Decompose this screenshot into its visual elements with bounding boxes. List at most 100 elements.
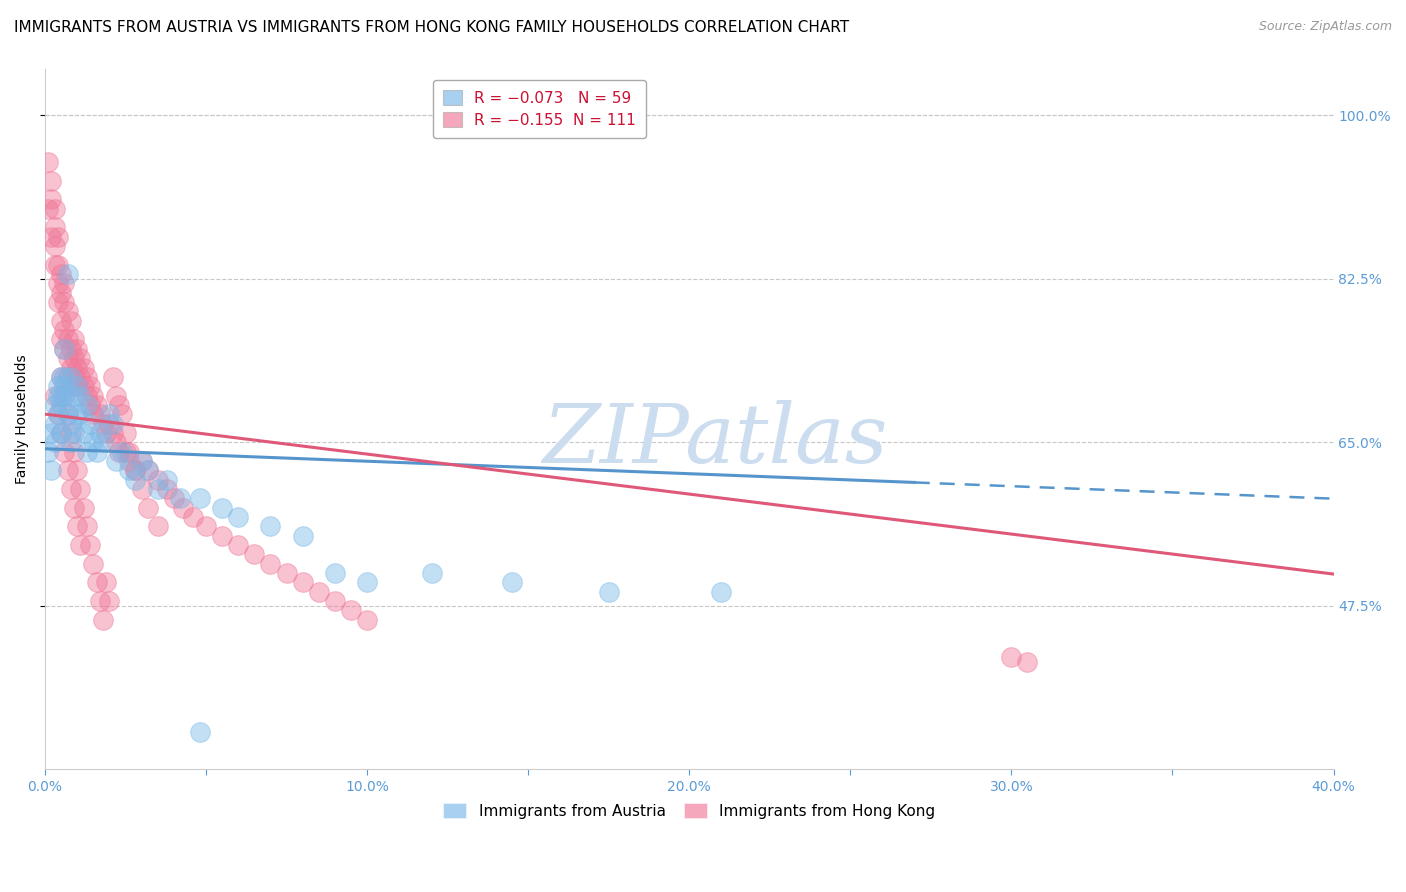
Point [41,174,63,188]
Point [53,388,76,402]
Point [195,519,218,533]
Legend: Immigrants from Austria, Immigrants from Hong Kong: Immigrants from Austria, Immigrants from… [437,797,941,825]
Point [56,463,79,477]
Point [37,202,59,216]
Point [101,425,124,440]
Point [66,463,89,477]
Point [356,575,378,590]
Point [323,566,346,580]
Point [188,491,211,506]
Point [56,304,79,318]
Point [49,425,72,440]
Point [89,425,111,440]
Point [291,529,314,543]
Point [124,473,146,487]
Point [63,500,86,515]
Point [111,407,134,421]
Point [59,342,82,356]
Point [114,444,136,458]
Point [72,425,94,440]
Point [420,566,443,580]
Point [156,482,179,496]
Point [37,155,59,169]
Point [46,258,69,272]
Point [53,323,76,337]
Point [86,444,108,458]
Point [69,407,91,421]
Point [69,369,91,384]
Point [56,267,79,281]
Point [308,584,330,599]
Point [46,277,69,291]
Point [66,407,89,421]
Point [59,360,82,375]
Point [59,314,82,328]
Point [76,369,98,384]
Point [44,417,66,431]
Point [53,379,76,393]
Point [53,342,76,356]
Point [59,417,82,431]
Point [118,454,141,468]
Point [44,388,66,402]
Point [44,398,66,412]
Point [82,407,104,421]
Point [41,425,63,440]
Point [211,500,233,515]
Point [82,388,104,402]
Text: IMMIGRANTS FROM AUSTRIA VS IMMIGRANTS FROM HONG KONG FAMILY HOUSEHOLDS CORRELATI: IMMIGRANTS FROM AUSTRIA VS IMMIGRANTS FR… [14,20,849,35]
Point [69,388,91,402]
Point [72,379,94,393]
Point [49,388,72,402]
Point [98,417,121,431]
Point [173,500,195,515]
Point [46,388,69,402]
Point [59,379,82,393]
Point [82,435,104,450]
Point [146,482,169,496]
Point [86,575,108,590]
Point [211,529,233,543]
Point [69,351,91,366]
Point [72,360,94,375]
Point [118,463,141,477]
Point [243,548,266,562]
Text: ZIPatlas: ZIPatlas [543,400,887,480]
Point [63,369,86,384]
Point [276,566,298,580]
Point [56,369,79,384]
Point [72,500,94,515]
Point [76,444,98,458]
Point [49,285,72,300]
Point [259,519,281,533]
Point [124,463,146,477]
Point [323,594,346,608]
Point [226,510,249,524]
Point [44,202,66,216]
Point [59,369,82,384]
Point [226,538,249,552]
Point [41,463,63,477]
Point [118,444,141,458]
Point [69,538,91,552]
Point [79,417,101,431]
Point [66,379,89,393]
Point [76,519,98,533]
Point [188,725,211,739]
Point [104,435,127,450]
Point [163,491,186,506]
Point [44,435,66,450]
Point [136,500,159,515]
Point [96,425,118,440]
Point [59,482,82,496]
Point [41,192,63,206]
Point [56,407,79,421]
Point [146,473,169,487]
Point [46,407,69,421]
Point [49,369,72,384]
Point [131,454,153,468]
Point [53,277,76,291]
Point [181,510,204,524]
Point [98,407,121,421]
Point [169,491,191,506]
